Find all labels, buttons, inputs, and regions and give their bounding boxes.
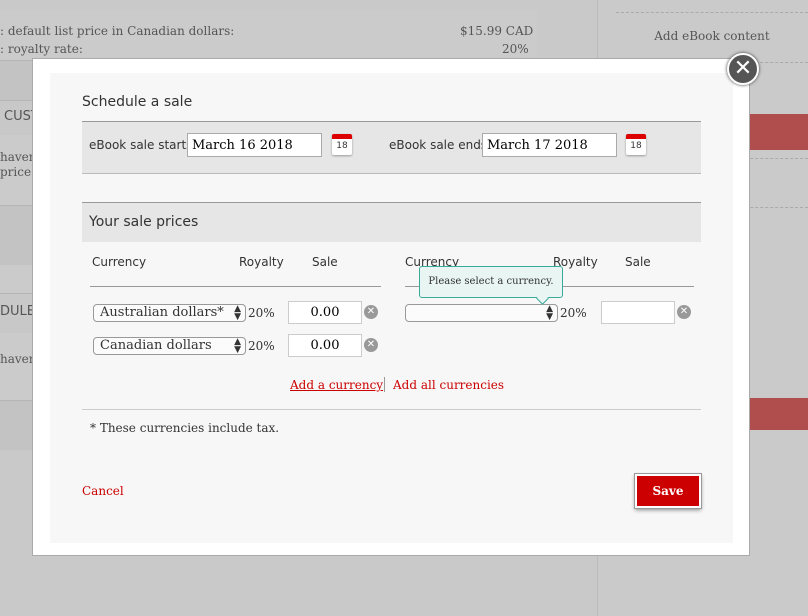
modal-title: Schedule a sale <box>82 94 193 110</box>
divider <box>90 286 381 287</box>
list-price-value: $15.99 CAD <box>460 24 534 38</box>
select-arrows-icon: ▲ ▼ <box>234 337 241 355</box>
sidebar-item-add-ebook-content[interactable]: Add eBook content <box>616 12 808 57</box>
royalty-value: 20% <box>502 42 529 56</box>
bg-text: haven <box>0 352 37 366</box>
header-currency: Currency <box>92 255 147 269</box>
currency-select[interactable]: ▲ ▼ <box>405 304 558 322</box>
calendar-icon[interactable]: 18 <box>626 134 646 155</box>
royalty-value: 20% <box>560 306 587 320</box>
header-sale: Sale <box>625 255 651 269</box>
cancel-link[interactable]: Cancel <box>82 484 124 498</box>
tax-footnote: * These currencies include tax. <box>90 421 280 435</box>
remove-currency-icon[interactable]: ✕ <box>364 305 378 319</box>
start-label: eBook sale starts <box>89 138 193 152</box>
calendar-icon[interactable]: 18 <box>332 134 352 155</box>
currency-select-value: Australian dollars* <box>100 305 224 320</box>
validation-tooltip: Please select a currency. <box>419 266 563 298</box>
list-price-label-text: default list price in Canadian dollars: <box>7 24 235 38</box>
close-icon[interactable]: ✕ <box>727 53 759 85</box>
section-heading: DULE <box>0 304 35 319</box>
bg-text: haven <box>0 150 37 164</box>
royalty-value: 20% <box>248 306 275 320</box>
date-bar: eBook sale starts 18 eBook sale ends 18 <box>82 121 701 174</box>
prices-header: Your sale prices <box>82 202 701 242</box>
link-separator <box>384 377 385 392</box>
save-button[interactable]: Save <box>634 473 702 509</box>
remove-currency-icon[interactable]: ✕ <box>364 338 378 352</box>
end-date-input[interactable] <box>482 133 617 157</box>
add-all-currencies-link[interactable]: Add all currencies <box>393 378 505 392</box>
header-royalty: Royalty <box>239 255 284 269</box>
header-sale: Sale <box>312 255 338 269</box>
sale-price-input[interactable] <box>601 301 675 324</box>
end-label: eBook sale ends <box>389 138 488 152</box>
divider <box>82 409 701 410</box>
bg-text: price. <box>0 165 35 179</box>
schedule-sale-modal: Schedule a sale eBook sale starts 18 eBo… <box>32 58 750 556</box>
currency-select[interactable]: Canadian dollars ▲ ▼ <box>93 337 246 355</box>
header-royalty: Royalty <box>553 255 598 269</box>
section-heading: CUST <box>4 109 39 124</box>
start-date-input[interactable] <box>187 133 322 157</box>
royalty-label-text: royalty rate: <box>7 42 83 56</box>
currency-select[interactable]: Australian dollars* ▲ ▼ <box>93 304 246 322</box>
currency-select-value: Canadian dollars <box>100 338 212 353</box>
sale-price-input[interactable] <box>288 334 362 357</box>
add-currency-link[interactable]: Add a currency <box>290 378 384 392</box>
prices-title: Your sale prices <box>89 214 199 230</box>
royalty-value: 20% <box>248 339 275 353</box>
royalty-label: : royalty rate: <box>0 42 83 56</box>
remove-currency-icon[interactable]: ✕ <box>677 305 691 319</box>
sale-price-input[interactable] <box>288 301 362 324</box>
select-arrows-icon: ▲ ▼ <box>234 304 241 322</box>
list-price-label: : default list price in Canadian dollars… <box>0 24 235 38</box>
select-arrows-icon: ▲ ▼ <box>546 304 553 322</box>
